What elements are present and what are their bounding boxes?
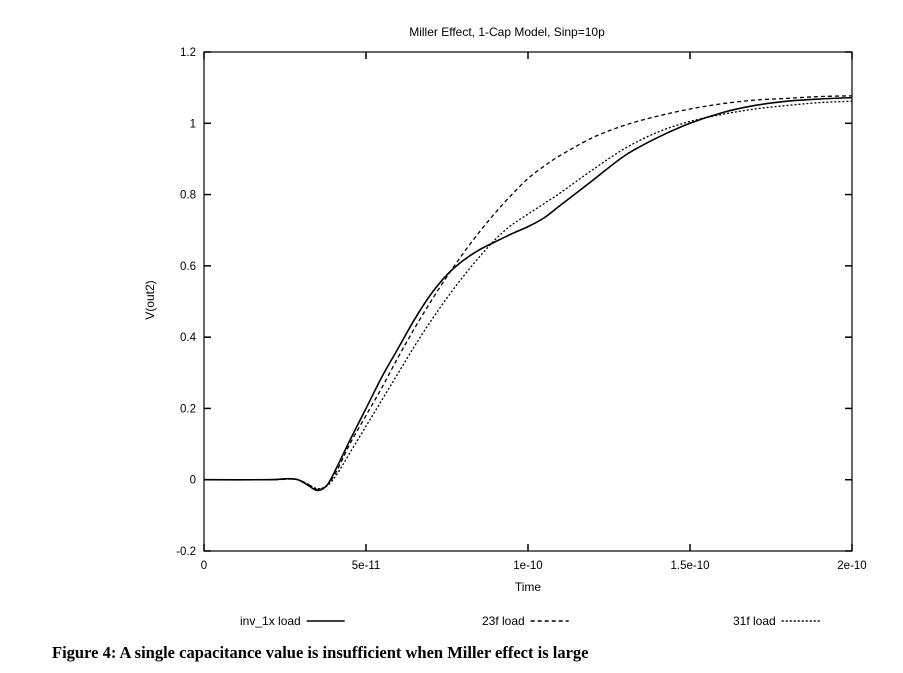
x-tick-label: 1.5e-10: [670, 560, 709, 572]
chart-panel: Miller Effect, 1-Cap Model, Sinp=10p 0 5e…: [124, 0, 887, 636]
y-tick-label: 0: [190, 475, 196, 487]
y-tick-label: 0.4: [180, 332, 197, 344]
series-line-3: [203, 100, 853, 490]
x-tick-labels: 0 5e-11 1e-10 1.5e-10 2e-10: [201, 560, 867, 572]
plot-area-frame: [203, 51, 853, 552]
x-tick-label: 5e-11: [352, 560, 381, 572]
y-tick-label: 0.2: [180, 403, 196, 415]
legend: inv_1x load 23f load 31f load: [240, 614, 820, 628]
series-line-2: [203, 95, 853, 490]
y-axis-label: V(out2): [143, 280, 157, 319]
y-tick-label: 1.2: [180, 47, 196, 59]
x-tick-label: 1e-10: [513, 560, 542, 572]
x-tick-label: 2e-10: [837, 560, 866, 572]
legend-label-2: 23f load: [482, 614, 525, 628]
legend-label-1: inv_1x load: [240, 614, 301, 628]
y-tick-label: 1: [190, 118, 196, 130]
y-tick-label: -0.2: [176, 546, 196, 558]
y-tick-labels: -0.2 0 0.2 0.4 0.6 0.8 1 1.2: [176, 47, 196, 558]
x-axis-label: Time: [515, 580, 542, 594]
x-tick-label: 0: [201, 560, 207, 572]
series-lines: [203, 95, 853, 492]
chart-title: Miller Effect, 1-Cap Model, Sinp=10p: [409, 25, 605, 39]
y-tick-label: 0.6: [180, 261, 196, 273]
series-line-1: [203, 96, 853, 492]
chart: Miller Effect, 1-Cap Model, Sinp=10p 0 5e…: [143, 25, 867, 628]
figure-caption: Figure 4: A single capacitance value is …: [52, 643, 589, 662]
axis-ticks: [203, 51, 853, 552]
y-tick-label: 0.8: [180, 190, 196, 202]
legend-label-3: 31f load: [733, 614, 776, 628]
